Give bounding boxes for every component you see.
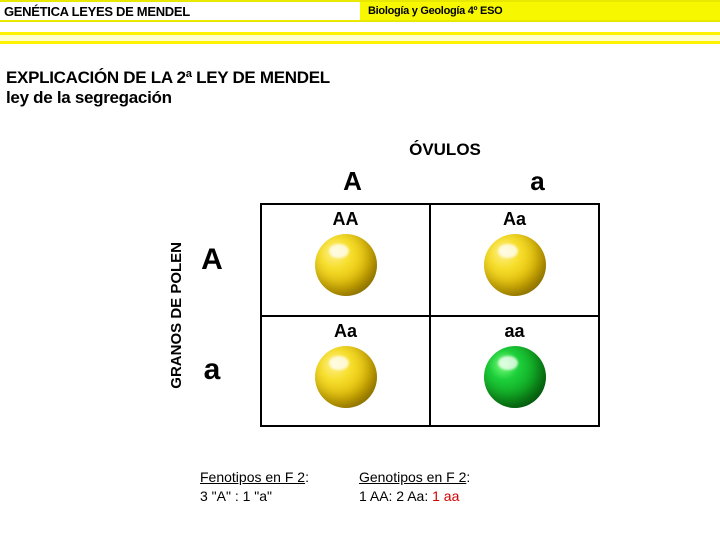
geno-text-b: 1 aa [432, 488, 459, 504]
header-right: Biología y Geología 4º ESO [360, 2, 720, 20]
feno-ratio: 3 "A" : 1 "a" [200, 488, 272, 504]
title-line-1: EXPLICACIÓN DE LA 2ª LEY DE MENDEL [6, 68, 720, 88]
genotype-Aa: Aa [334, 321, 357, 342]
punnett-grid: GRANOS DE POLEN A a AA Aa Aa aa [260, 203, 600, 427]
geno-text-a: 1 AA: 2 Aa: [359, 488, 432, 504]
col-header-A: A [260, 162, 445, 203]
cell-Aa-1: Aa [429, 205, 598, 315]
pea-yellow-icon [315, 234, 377, 296]
genotype-Aa: Aa [503, 209, 526, 230]
genotype-aa: aa [504, 321, 524, 342]
column-headers: A a [260, 162, 630, 203]
row-header-A: A [185, 243, 239, 277]
genotipos: Genotipos en F 2: 1 AA: 2 Aa: 1 aa [359, 468, 470, 506]
pea-yellow-icon [484, 234, 546, 296]
header-left: GENÉTICA LEYES DE MENDEL [0, 2, 360, 20]
section-title: EXPLICACIÓN DE LA 2ª LEY DE MENDEL ley d… [6, 68, 720, 109]
footer: Fenotipos en F 2: 3 "A" : 1 "a" Genotipo… [200, 468, 640, 506]
cell-Aa-2: Aa [262, 317, 429, 425]
genotype-AA: AA [333, 209, 359, 230]
row-headers: GRANOS DE POLEN A a [168, 205, 258, 425]
top-bar: GENÉTICA LEYES DE MENDEL Biología y Geol… [0, 0, 720, 22]
col-header-a: a [445, 162, 630, 203]
title-line-2: ley de la segregación [6, 88, 720, 108]
punnett-square: ÓVULOS A a GRANOS DE POLEN A a AA Aa Aa [170, 140, 630, 427]
polen-label: GRANOS DE POLEN [168, 242, 185, 389]
geno-title: Genotipos en F 2 [359, 469, 466, 485]
yellow-divider [0, 32, 720, 44]
pea-yellow-icon [315, 346, 377, 408]
cell-AA: AA [262, 205, 429, 315]
ovulos-label: ÓVULOS [260, 140, 630, 160]
pea-green-icon [484, 346, 546, 408]
cell-aa: aa [429, 317, 598, 425]
feno-title: Fenotipos en F 2 [200, 469, 305, 485]
fenotipos: Fenotipos en F 2: 3 "A" : 1 "a" [200, 468, 309, 506]
row-header-a: a [185, 353, 239, 387]
